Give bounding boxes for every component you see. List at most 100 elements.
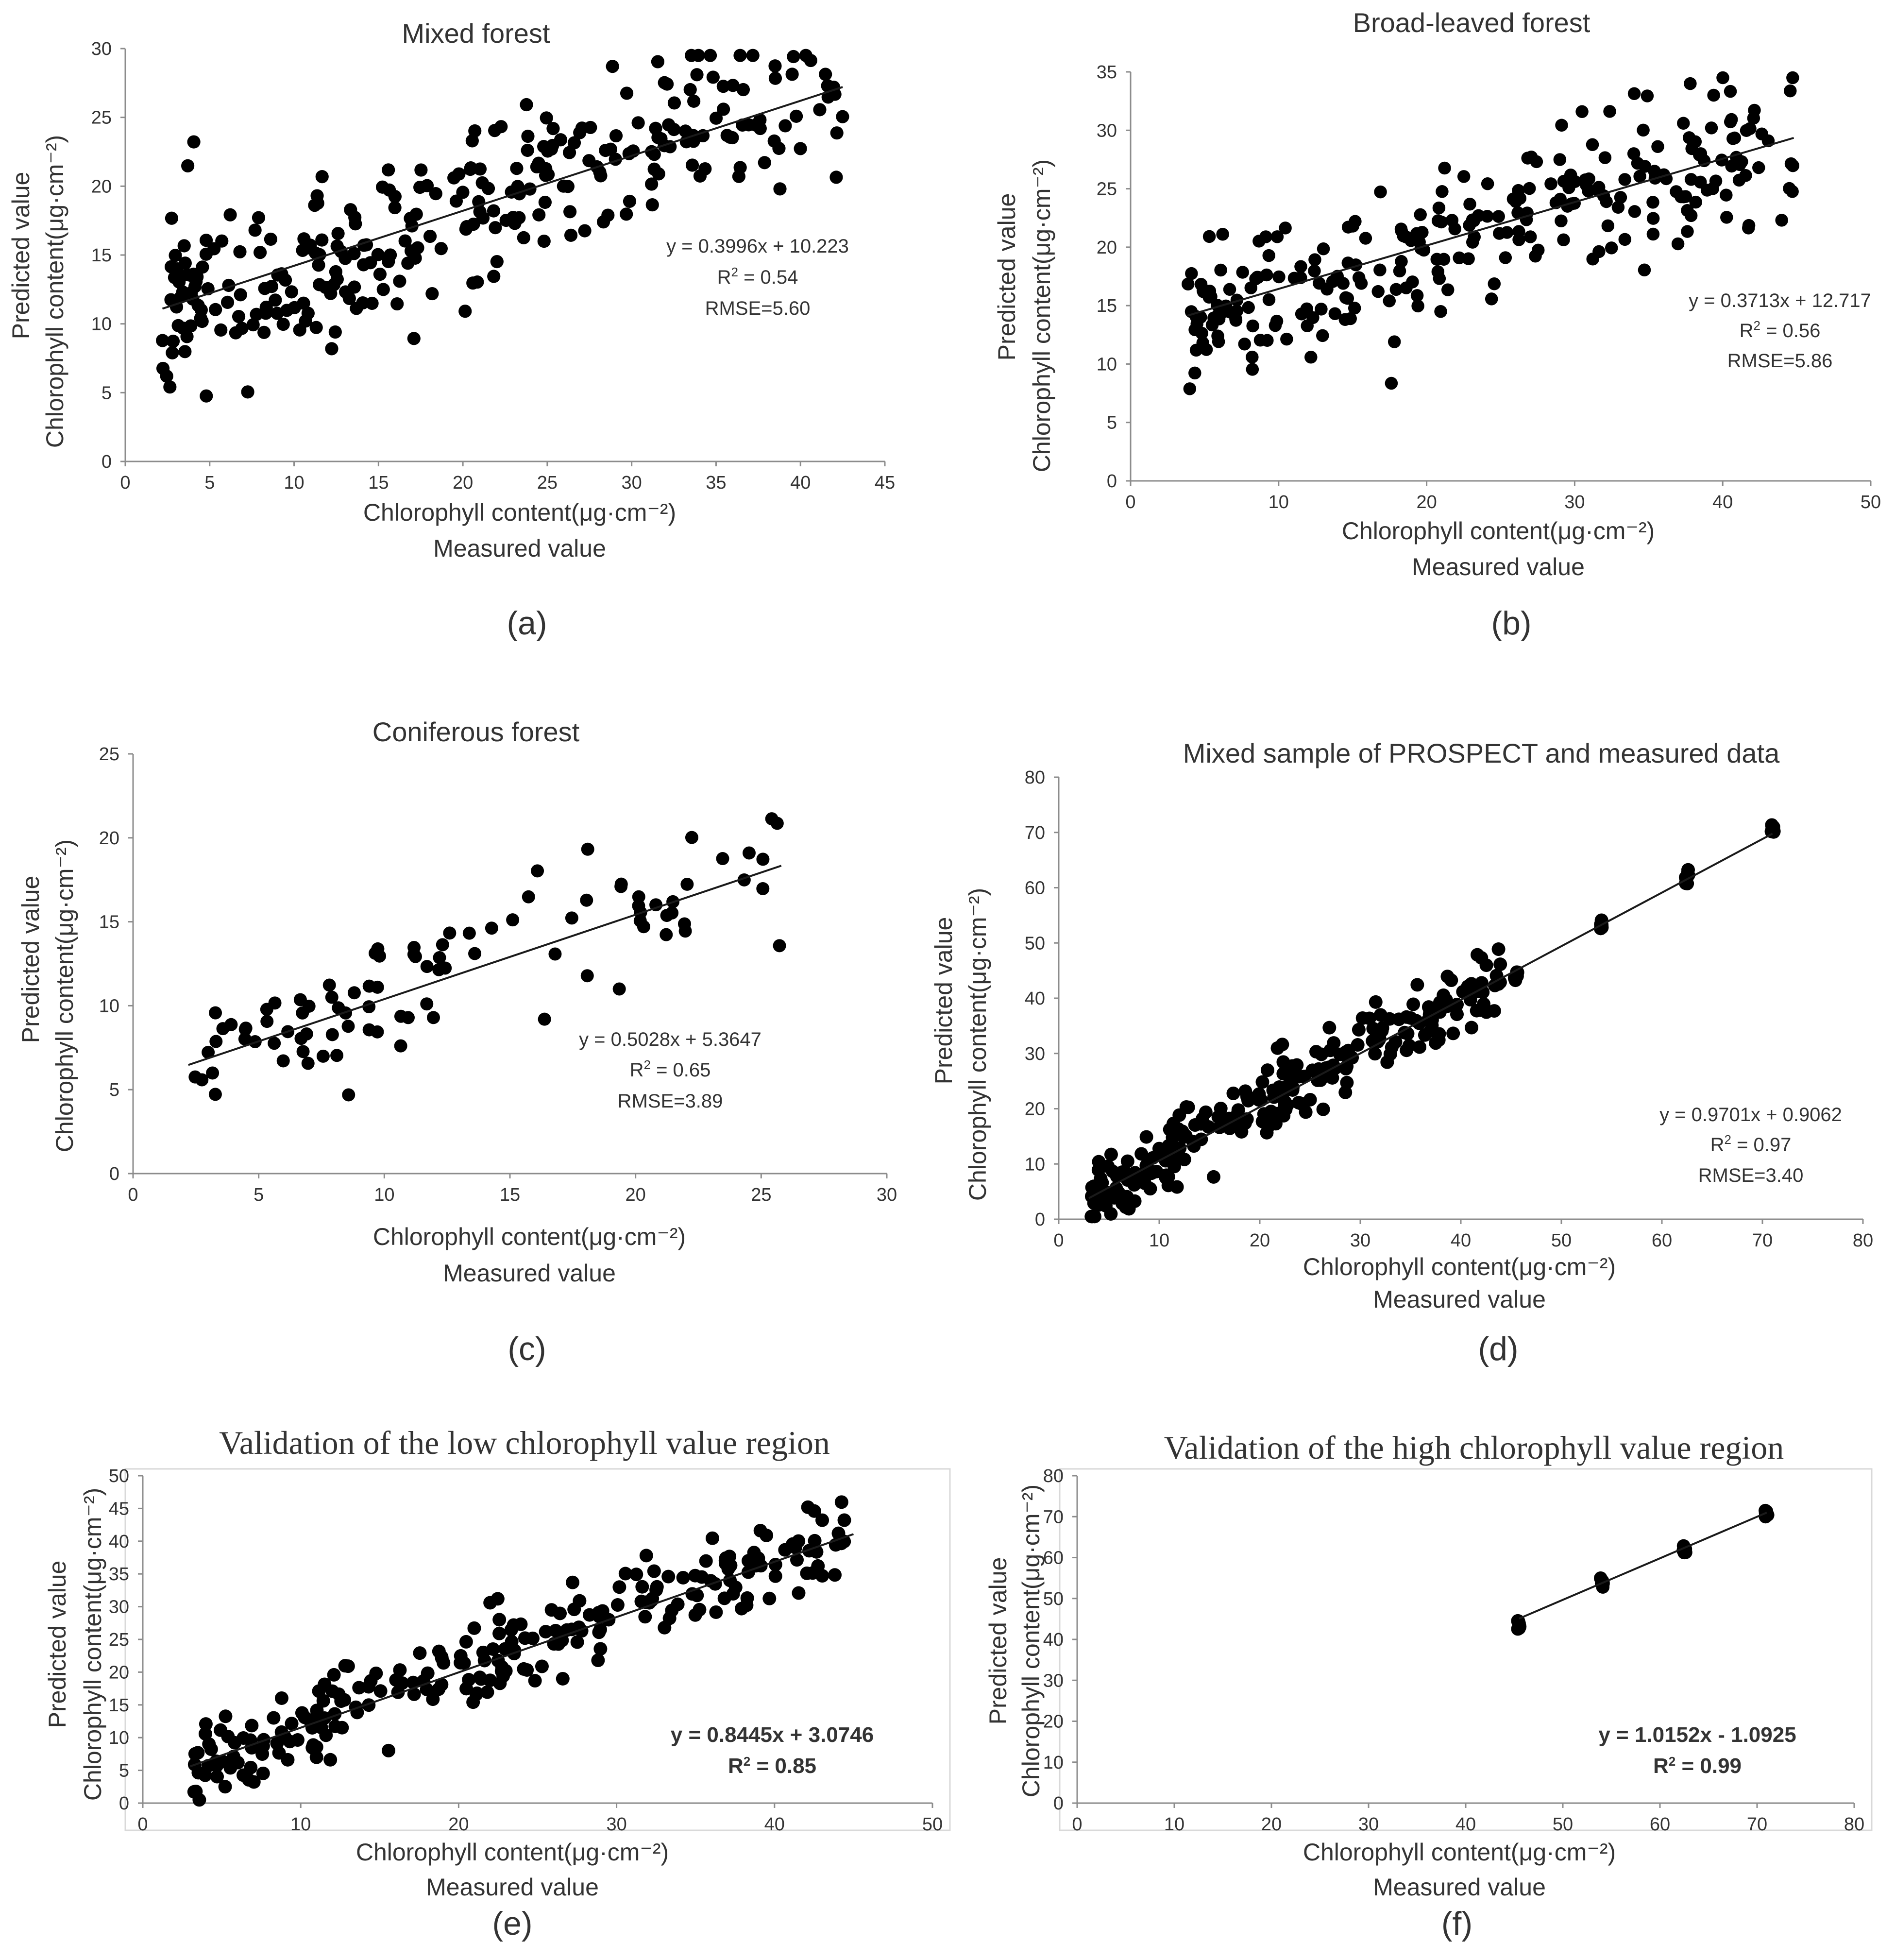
data-point <box>688 1608 702 1622</box>
data-point <box>323 1753 338 1767</box>
data-point <box>716 80 730 93</box>
plot-frame <box>1059 1468 1873 1831</box>
data-point <box>690 68 704 82</box>
y-tick-label: 50 <box>1025 933 1045 954</box>
data-point <box>268 1037 281 1050</box>
data-point <box>296 1006 309 1020</box>
data-point <box>1316 1102 1330 1116</box>
data-point <box>356 258 371 272</box>
data-point <box>356 296 370 310</box>
data-point <box>692 49 705 62</box>
data-point <box>535 1659 549 1673</box>
data-point <box>540 111 553 125</box>
data-point <box>1216 227 1229 241</box>
data-point <box>1262 293 1276 307</box>
data-point <box>295 1706 309 1720</box>
y-tick-label: 30 <box>1025 1044 1045 1064</box>
data-point <box>1500 226 1514 239</box>
data-point <box>1120 1190 1134 1204</box>
data-point <box>746 49 760 62</box>
y-tick-label: 40 <box>1043 1630 1064 1650</box>
data-point <box>1203 284 1217 298</box>
chart-panel-a: Mixed forest 0 5 10 15 20 25 30 35 40 45 0 5 10 15 20 25… <box>7 18 895 642</box>
data-point <box>1618 173 1631 186</box>
data-point <box>620 207 633 221</box>
data-point <box>490 255 504 269</box>
data-point <box>328 325 342 339</box>
data-point <box>469 1687 483 1701</box>
data-point <box>1272 270 1286 284</box>
x-tick-label: 80 <box>1844 1814 1864 1835</box>
data-point <box>1352 271 1366 284</box>
data-point <box>156 334 169 347</box>
data-point <box>635 1580 649 1594</box>
data-point <box>199 1717 213 1731</box>
data-point <box>1684 77 1697 90</box>
data-point <box>1765 820 1779 835</box>
data-point <box>596 215 610 229</box>
data-point <box>530 160 544 174</box>
data-point <box>1685 142 1698 155</box>
data-point <box>742 846 756 860</box>
data-point <box>829 170 843 184</box>
data-point <box>293 993 307 1006</box>
data-point <box>661 1569 676 1584</box>
data-point <box>732 170 745 183</box>
y-tick-label: 0 <box>109 1164 119 1184</box>
y-tick-label: 10 <box>1043 1753 1064 1773</box>
data-point <box>309 321 323 334</box>
data-point <box>1603 105 1616 118</box>
data-point <box>156 361 170 375</box>
data-point <box>394 1009 407 1023</box>
data-point <box>411 241 424 255</box>
data-point <box>1473 1003 1488 1017</box>
data-point <box>485 921 498 935</box>
data-point <box>371 942 385 955</box>
data-point <box>799 49 812 62</box>
regression-equation: y = 0.9701x + 0.9062 <box>1659 1104 1842 1125</box>
data-point <box>609 129 623 143</box>
data-point <box>831 1526 846 1540</box>
x-tick-label: 20 <box>448 1814 469 1835</box>
data-point <box>338 1659 352 1673</box>
data-point <box>510 162 524 175</box>
data-point <box>1388 1035 1403 1049</box>
data-point <box>407 941 421 954</box>
data-point <box>762 1591 777 1605</box>
data-point <box>459 1635 473 1649</box>
data-point <box>443 926 457 940</box>
data-point <box>426 1011 440 1024</box>
data-point <box>1362 1011 1376 1025</box>
data-point <box>1441 283 1455 296</box>
data-point <box>1582 185 1595 198</box>
data-point <box>1414 242 1427 255</box>
data-point <box>828 1568 842 1582</box>
x-axis-sublabel: Measured value <box>1373 1286 1546 1313</box>
data-point <box>637 920 650 934</box>
data-point <box>507 210 520 224</box>
data-point <box>188 1070 202 1084</box>
data-point <box>522 890 535 903</box>
data-point <box>1387 335 1401 348</box>
data-point <box>1259 230 1272 243</box>
data-point <box>1725 159 1738 173</box>
data-point <box>819 68 832 81</box>
chart-panel-f: Validation of the high chlorophyll value… <box>984 1429 1873 1942</box>
chart-panel-e: Validation of the low chlorophyll value … <box>44 1424 951 1942</box>
data-point <box>1684 209 1698 222</box>
data-point <box>492 1613 507 1627</box>
data-point <box>778 1543 792 1557</box>
x-tick-label: 30 <box>1564 492 1585 512</box>
data-point <box>413 181 427 194</box>
data-point <box>1249 272 1262 286</box>
data-point <box>1202 230 1216 243</box>
data-point <box>1568 175 1582 188</box>
data-point <box>1481 209 1494 223</box>
x-tick-label: 60 <box>1652 1230 1672 1251</box>
data-point <box>216 1755 230 1769</box>
regression-equation: y = 1.0152x - 1.0925 <box>1598 1723 1796 1747</box>
data-point <box>1349 215 1362 228</box>
data-point <box>1214 263 1227 277</box>
data-point <box>676 1570 690 1585</box>
data-point <box>1134 1147 1149 1161</box>
